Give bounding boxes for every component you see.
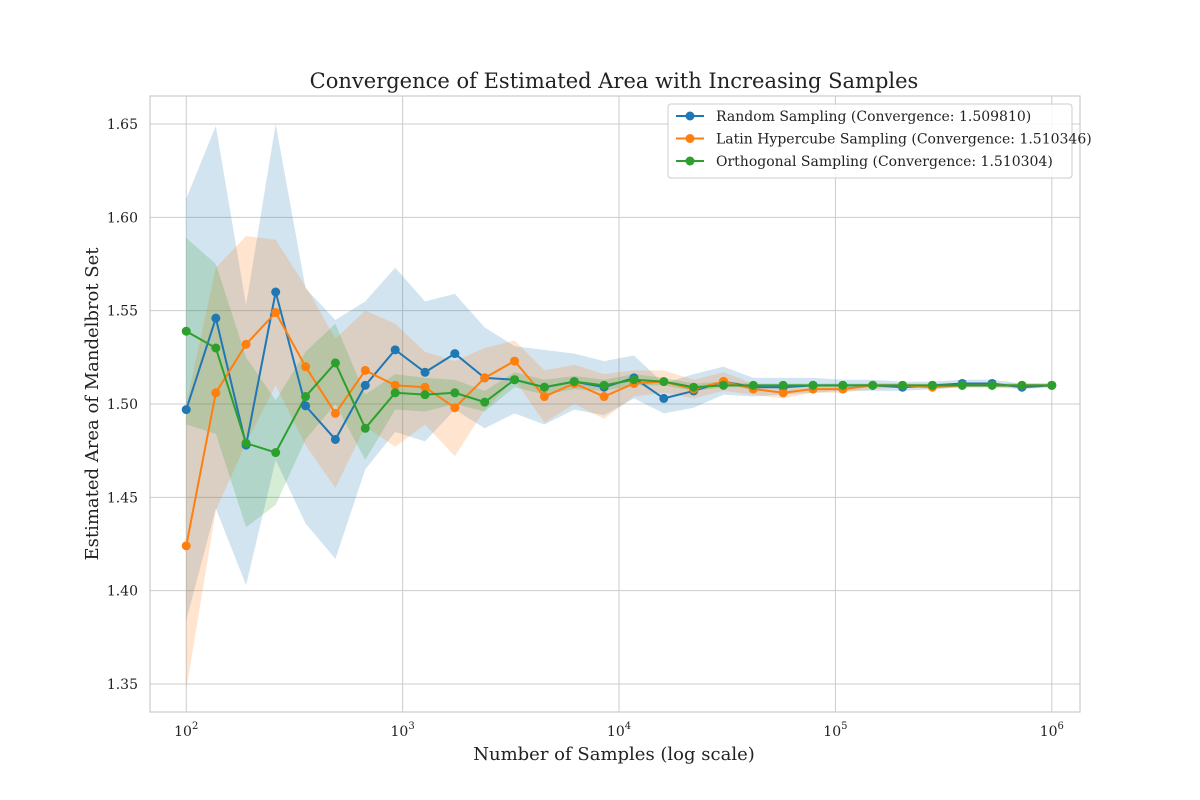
data-point [599,392,609,402]
data-point [330,434,340,444]
legend-box [667,103,1073,179]
data-point [360,380,370,390]
data-point [539,392,549,402]
data-point [360,365,370,375]
data-point [689,382,699,392]
data-point [569,377,579,387]
y-axis-label: Estimated Area of Mandelbrot Set [82,247,103,561]
data-point [211,313,221,323]
data-point [1017,380,1027,390]
data-point [390,345,400,355]
legend-swatch-marker [685,111,695,121]
data-point [330,358,340,368]
y-tick-label: 1.55 [107,304,138,320]
series-lines [185,291,1052,547]
data-point [301,401,311,411]
legend-entry-label: Orthogonal Sampling (Convergence: 1.5103… [716,154,1053,170]
data-point [181,541,191,551]
data-point [301,392,311,402]
data-point [271,287,281,297]
data-point [420,382,430,392]
data-point [927,380,937,390]
data-point [211,388,221,398]
confidence-band-1 [186,236,1052,690]
x-tick-exponent: 2 [192,721,198,732]
data-point [629,375,639,385]
x-tick-exponent: 5 [841,721,847,732]
x-tick-base: 10 [823,724,841,740]
data-point [271,308,281,318]
plot-frame [149,95,1081,713]
data-point [450,403,460,413]
y-tick-labels: 1.35 1.40 1.45 1.50 1.55 1.60 1.65 [107,117,138,693]
data-point [181,326,191,336]
data-point [898,380,908,390]
x-tick-label: 104 [607,721,631,740]
legend: Random Sampling (Convergence: 1.509810) L… [667,103,1092,179]
data-point [748,380,758,390]
data-point [1047,380,1057,390]
y-tick-label: 1.50 [107,397,138,413]
data-point [599,380,609,390]
data-point [510,356,520,366]
data-point [808,380,818,390]
data-point [957,380,967,390]
y-tick-label: 1.60 [107,210,138,226]
y-tick-label: 1.35 [107,677,138,693]
data-point [450,388,460,398]
data-point [480,373,490,383]
data-point [838,380,848,390]
y-tick-label: 1.65 [107,117,138,133]
data-point [420,390,430,400]
x-tick-exponent: 4 [625,721,631,732]
x-tick-exponent: 3 [408,721,414,732]
data-point [659,393,669,403]
data-point [301,362,311,372]
data-point [241,438,251,448]
x-tick-label: 102 [174,721,198,740]
data-point [539,382,549,392]
data-point [868,380,878,390]
data-point [181,405,191,415]
legend-swatch-marker [685,134,695,143]
data-point [360,423,370,433]
x-tick-base: 10 [174,724,192,740]
data-point [659,377,669,387]
data-point [718,380,728,390]
data-point [987,380,997,390]
data-point [480,397,490,407]
x-tick-label: 105 [823,721,847,740]
x-tick-label: 106 [1040,721,1064,740]
data-point [420,367,430,377]
x-tick-base: 10 [607,724,625,740]
x-tick-label: 103 [391,721,415,740]
y-tick-label: 1.40 [107,584,138,600]
data-point [211,343,221,353]
x-axis-label: Number of Samples (log scale) [473,744,755,765]
x-tick-labels: 102 103 104 105 106 [174,721,1064,740]
data-point [450,349,460,359]
chart-title: Convergence of Estimated Area with Incre… [310,69,919,93]
series-points [181,287,1057,551]
data-point [778,388,788,398]
series-line-2 [185,330,1052,454]
x-tick-base: 10 [391,724,409,740]
data-point [390,388,400,398]
confidence-band-0 [186,124,1052,621]
x-tick-exponent: 6 [1058,721,1064,732]
legend-entry-label: Random Sampling (Convergence: 1.509810) [716,109,1031,125]
data-point [390,380,400,390]
data-point [271,448,281,458]
data-point [510,375,520,385]
x-tick-base: 10 [1040,724,1058,740]
data-point [241,339,251,349]
y-tick-label: 1.45 [107,490,138,506]
data-point [330,408,340,418]
legend-entry-label: Latin Hypercube Sampling (Convergence: 1… [716,132,1092,148]
legend-swatch-marker [685,156,695,166]
data-point [778,380,788,390]
